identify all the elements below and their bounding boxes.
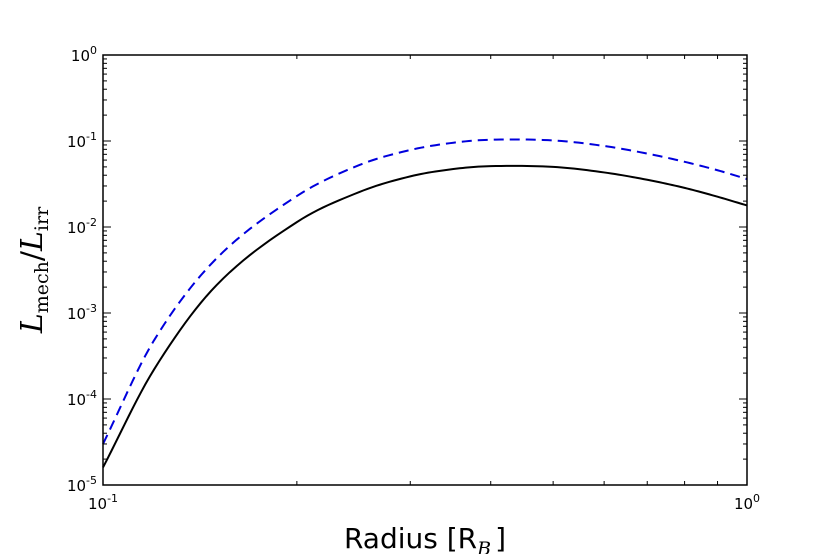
y-tick-label: 10-3: [67, 302, 97, 323]
y-tick-label: 10-2: [67, 216, 97, 237]
y-tick-label: 10-1: [67, 130, 97, 151]
y-tick-label: 10-5: [67, 474, 97, 495]
y-axis-label-den-sub: irr: [31, 206, 53, 231]
y-axis-label-slash: /: [15, 250, 50, 261]
x-axis-label: Radius [RB]: [344, 522, 506, 554]
plot-frame: [102, 54, 748, 486]
y-axis-label-num: L: [15, 313, 50, 334]
x-axis-label-close: ]: [495, 522, 506, 554]
x-tick-label: 10-1: [88, 492, 118, 513]
y-axis-label-num-sub: mech: [31, 261, 53, 313]
series-line-dashed: [102, 138, 748, 445]
x-axis-label-text: Radius [R: [344, 522, 477, 554]
y-axis-label: Lmech/Lirr: [15, 206, 53, 334]
series-line-solid: [102, 164, 748, 468]
y-tick-label: 10-4: [67, 388, 97, 409]
tick-layer: 10-5 10-4 10-3 10-2 10-1 100 10-1 100: [67, 44, 760, 513]
x-tick-label: 100: [734, 492, 760, 513]
x-axis-label-sub: B: [476, 538, 491, 554]
series-layer: [102, 138, 748, 468]
y-tick-label: 100: [71, 44, 97, 65]
y-axis-label-den: L: [15, 231, 50, 252]
